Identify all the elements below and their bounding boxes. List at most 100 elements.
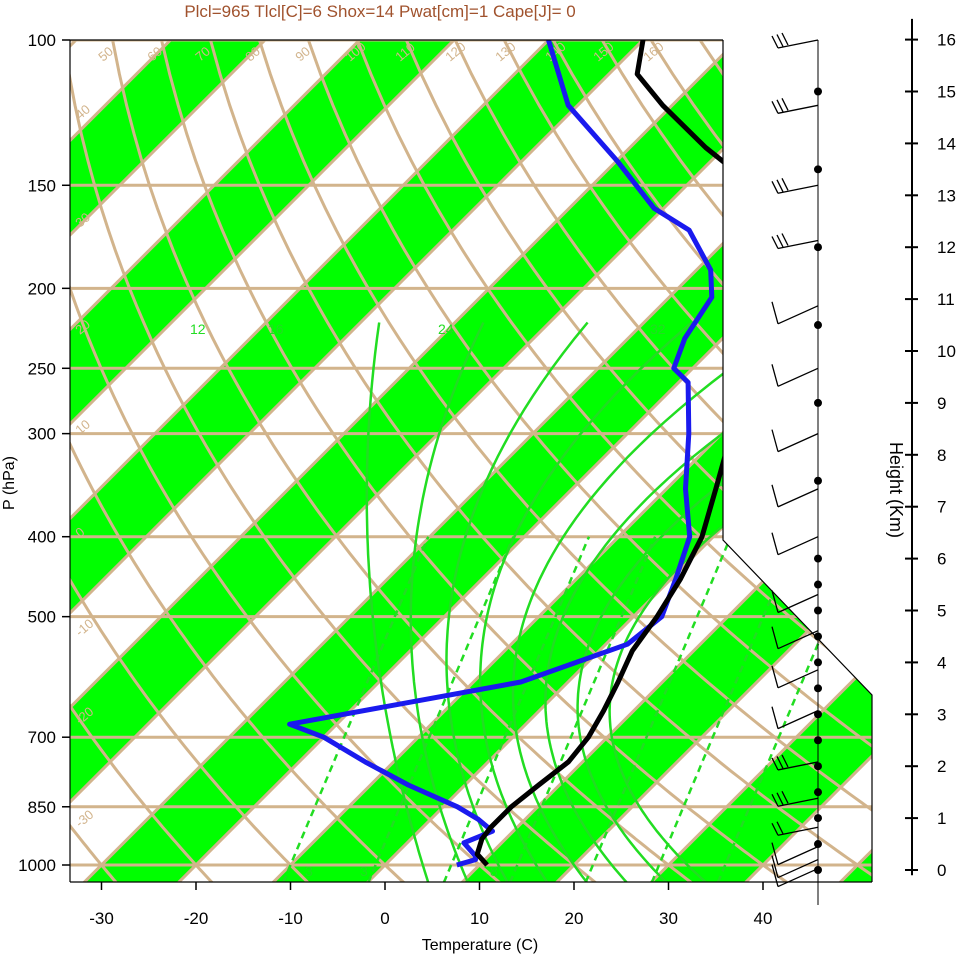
x-axis-title: Temperature (C) bbox=[422, 937, 538, 954]
wind-barb bbox=[777, 867, 819, 888]
height-tick-label: 15 bbox=[937, 83, 956, 102]
temperature-tick-label: -20 bbox=[184, 909, 209, 928]
plot-mask bbox=[723, 40, 872, 695]
wind-barb bbox=[777, 630, 819, 650]
chart-title: Plcl=965 Tlcl[C]=6 Shox=14 Pwat[cm]=1 Ca… bbox=[184, 2, 575, 21]
mixing-ratio-line bbox=[584, 536, 732, 882]
pressure-tick-label: 300 bbox=[28, 425, 56, 444]
moist-adiabats bbox=[365, 321, 872, 882]
sounding-dot bbox=[814, 658, 822, 667]
temperature-tick-label: 30 bbox=[659, 909, 678, 928]
pressure-tick-label: 150 bbox=[28, 176, 56, 195]
wind-barb-feather bbox=[781, 233, 789, 246]
moist-adiabat-line bbox=[576, 386, 872, 882]
dry-adiabat-line bbox=[306, 40, 872, 748]
height-tick-label: 13 bbox=[937, 186, 956, 205]
wind-barb-feather bbox=[771, 101, 779, 114]
dry-adiabat-line bbox=[160, 40, 788, 882]
wind-barb-feather bbox=[771, 429, 779, 452]
wind-barb bbox=[777, 593, 819, 614]
wind-profile bbox=[771, 32, 822, 905]
mixing-ratio-line bbox=[650, 536, 799, 882]
sounding-dot bbox=[814, 398, 822, 407]
height-tick-label: 2 bbox=[937, 757, 946, 776]
isotherm-line bbox=[70, 40, 268, 238]
dry-adiabat-line bbox=[404, 40, 872, 623]
mixing-ratio-line bbox=[442, 536, 591, 882]
wind-barb bbox=[777, 797, 819, 807]
wind-barb bbox=[777, 433, 819, 453]
wind-barb-feather bbox=[781, 98, 789, 111]
isotherm-line bbox=[70, 40, 457, 427]
mixing-ratio-label: 3 bbox=[305, 863, 313, 879]
wind-barb-feather bbox=[771, 236, 779, 249]
mixing-ratio-line bbox=[508, 536, 657, 882]
wind-barb bbox=[777, 239, 819, 250]
wind-barb-feather bbox=[771, 855, 779, 878]
dry-adiabat-line bbox=[70, 440, 405, 882]
pressure-tick-label: 100 bbox=[28, 31, 56, 50]
height-tick-label: 10 bbox=[937, 342, 956, 361]
mixing-ratio-label: 16 bbox=[268, 321, 284, 337]
wind-barb-feather bbox=[776, 756, 784, 769]
wind-barb-feather bbox=[776, 234, 784, 248]
height-tick-label: 9 bbox=[937, 394, 946, 413]
height-tick-label: 3 bbox=[937, 705, 946, 724]
pressure-tick-label: 400 bbox=[28, 528, 56, 547]
sounding-dot bbox=[814, 788, 822, 797]
wind-barb bbox=[777, 761, 819, 771]
pressure-tick-label: 500 bbox=[28, 608, 56, 627]
y-axis-title: P (hPa) bbox=[1, 456, 18, 510]
dry-adiabat-line bbox=[209, 40, 872, 877]
sounding-dot bbox=[814, 606, 822, 615]
wind-barb bbox=[777, 184, 819, 194]
sounding-dot bbox=[814, 632, 822, 641]
isotherm-line bbox=[70, 40, 551, 521]
height-tick-label: 8 bbox=[937, 446, 946, 465]
moist-adiabat-line bbox=[478, 321, 693, 882]
isotherm-line bbox=[271, 281, 872, 882]
height-tick-label: 5 bbox=[937, 602, 946, 621]
wind-barb-feather bbox=[771, 35, 779, 49]
wind-barb-feather bbox=[781, 790, 789, 804]
pressure-tick-label: 850 bbox=[28, 798, 56, 817]
wind-barb bbox=[777, 536, 819, 556]
mixing-ratio-line bbox=[367, 536, 515, 882]
pressure-tick-label: 700 bbox=[28, 728, 56, 747]
wind-barb-feather bbox=[771, 822, 779, 836]
wind-barb bbox=[777, 39, 819, 49]
wind-barb-feather bbox=[776, 179, 784, 193]
wind-barb bbox=[777, 858, 819, 879]
moist-adiabat-line bbox=[544, 336, 872, 882]
sounding-dot bbox=[814, 554, 822, 563]
isotherm-line bbox=[70, 40, 362, 332]
plot-border-right bbox=[722, 40, 873, 882]
dry-adiabat-line bbox=[70, 283, 501, 882]
sounding-dot bbox=[814, 684, 822, 693]
temperature-tick-label: -30 bbox=[89, 909, 114, 928]
dry-adiabat-line bbox=[945, 40, 961, 883]
wind-barb-feather bbox=[776, 34, 784, 47]
height-tick-label: 14 bbox=[937, 134, 956, 153]
sounding-dot bbox=[814, 736, 822, 745]
height-tick-label: 6 bbox=[937, 550, 946, 569]
mixing-ratio-label: 8 bbox=[490, 863, 498, 879]
isotherm-line bbox=[70, 40, 740, 710]
mixing-ratio-line bbox=[282, 536, 430, 882]
sounding-dot bbox=[814, 476, 822, 485]
wind-barb-feather bbox=[776, 821, 784, 835]
sounding-dot bbox=[814, 580, 822, 589]
isotherm-line bbox=[70, 40, 835, 805]
mixing-ratio-label: 12 bbox=[190, 321, 206, 337]
wind-barb-feather bbox=[781, 32, 789, 46]
temperature-tick-label: 10 bbox=[470, 909, 489, 928]
wind-barb bbox=[777, 710, 819, 730]
wind-barb bbox=[777, 488, 819, 508]
moist-adiabat-line bbox=[511, 321, 797, 882]
dry-adiabat-line bbox=[70, 70, 597, 882]
wind-barb bbox=[777, 669, 819, 689]
wind-barb-feather bbox=[771, 757, 779, 771]
height-tick-label: 11 bbox=[937, 290, 955, 309]
wind-barb-feather bbox=[771, 842, 779, 865]
wind-barb-feather bbox=[771, 665, 779, 688]
